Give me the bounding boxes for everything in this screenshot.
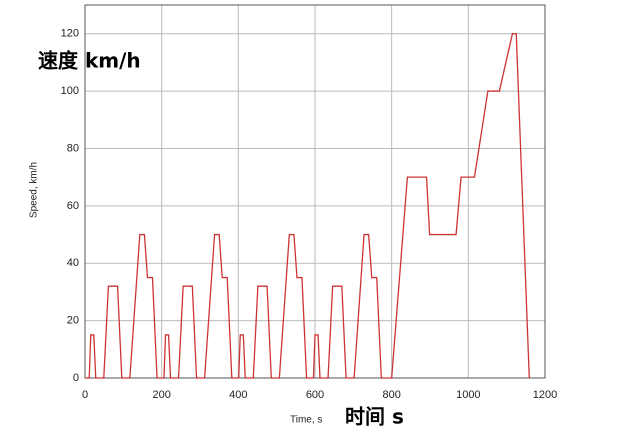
y-tick-label: 80 (67, 142, 79, 154)
annotation: 速度 km/h (38, 49, 141, 73)
y-tick-label: 20 (67, 315, 79, 327)
plot-frame (84, 4, 546, 379)
x-axis-label: Time, s (290, 415, 322, 426)
y-tick-label: 100 (61, 85, 79, 97)
y-tick-label: 60 (67, 200, 79, 212)
x-tick-label: 400 (229, 389, 247, 401)
x-tick-label: 1000 (456, 389, 480, 401)
y-axis-label: Speed, km/h (29, 162, 40, 218)
y-tick-label: 0 (73, 372, 79, 384)
x-tick-label: 600 (306, 389, 324, 401)
x-tick-label: 1200 (533, 389, 557, 401)
x-tick-label: 800 (382, 389, 400, 401)
speed-line (85, 33, 530, 379)
x-tick-label: 0 (82, 389, 88, 401)
annotation: 时间 s (345, 405, 404, 429)
y-tick-label: 120 (61, 28, 79, 40)
x-tick-label: 200 (152, 389, 170, 401)
y-tick-label: 40 (67, 257, 79, 269)
